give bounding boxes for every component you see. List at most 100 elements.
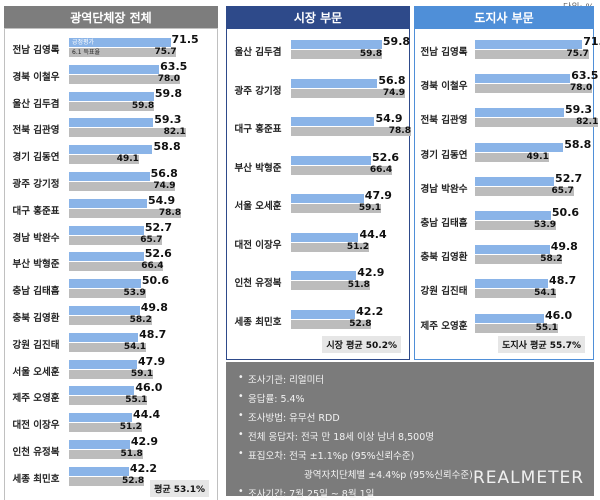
value-label-previous: 66.4 bbox=[141, 261, 164, 272]
value-label-previous: 58.2 bbox=[540, 254, 563, 265]
bar-row: 충북 김영환 49.8 58.2 bbox=[5, 301, 217, 331]
value-label-current: 56.8 bbox=[378, 73, 406, 87]
panel-mayor-chart: 울산 김두겸 59.8 59.8 광주 강기정 56.8 74.9 대구 홍준표 54.9 78… bbox=[226, 28, 411, 360]
bar-row: 세종 최민호 42.2 52.8 bbox=[227, 305, 409, 335]
value-label-current: 44.4 bbox=[359, 227, 387, 241]
note-line: • 조사기간: 7월 25일 ~ 8월 1일 bbox=[238, 486, 375, 500]
bar-current bbox=[69, 38, 171, 47]
value-label-current: 52.7 bbox=[144, 220, 172, 234]
bar-current bbox=[69, 440, 130, 449]
bar-current bbox=[69, 279, 141, 289]
bar-current bbox=[475, 245, 550, 255]
bar-current bbox=[69, 118, 154, 128]
value-label-previous: 82.1 bbox=[163, 127, 186, 138]
survey-notes: • 조사기관: 리얼미터 • 응답률: 5.4% • 조사방법: 유무선 RDD • 전… bbox=[226, 362, 594, 500]
category-label: 대전 이장우 bbox=[12, 420, 60, 432]
category-label: 인천 유정복 bbox=[12, 447, 60, 458]
value-label-current: 42.2 bbox=[129, 461, 158, 475]
bar-row: 대전 이장우 44.4 51.2 bbox=[5, 408, 217, 438]
bar-current bbox=[69, 466, 129, 476]
category-label: 경기 김동연 bbox=[420, 149, 468, 161]
bar-current bbox=[69, 145, 153, 155]
panel-all-governors: 광역단체장 전체 전남 김영록 긍정평가 6.1 득표율 71.5 75.7 경북 이철우… bbox=[4, 6, 218, 500]
value-label-current: 59.3 bbox=[564, 103, 593, 117]
bar-current bbox=[291, 40, 382, 49]
category-label: 울산 김두겸 bbox=[12, 98, 60, 110]
value-label-previous: 75.7 bbox=[566, 49, 589, 59]
note-line: • 조사방법: 유무선 RDD bbox=[238, 410, 340, 424]
category-label: 부산 박형준 bbox=[12, 259, 60, 271]
average-label: 시장 평균 50.2% bbox=[322, 336, 401, 353]
bar-row: 강원 김진태 48.7 54.1 bbox=[415, 274, 593, 304]
value-label-previous: 59.8 bbox=[359, 49, 383, 59]
value-label-previous: 53.9 bbox=[123, 288, 146, 299]
bar-row: 전북 김관영 59.3 82.1 bbox=[5, 113, 217, 143]
bar-row: 충북 김영환 49.8 58.2 bbox=[415, 240, 593, 270]
bar-previous bbox=[69, 450, 143, 459]
value-label-current: 52.7 bbox=[555, 171, 583, 185]
value-label-previous: 74.9 bbox=[382, 87, 406, 98]
value-label-previous: 51.2 bbox=[119, 422, 142, 433]
bar-previous bbox=[69, 423, 142, 433]
value-label-current: 52.6 bbox=[371, 150, 400, 164]
bar-previous bbox=[291, 88, 405, 98]
panel-mayors: 시장 부문 울산 김두겸 59.8 59.8 광주 강기정 56.8 74.9 대구 홍준표… bbox=[226, 6, 411, 360]
bar-row: 인천 유정복 42.9 51.8 bbox=[227, 266, 409, 296]
category-label: 충북 김영환 bbox=[12, 313, 60, 324]
bar-current bbox=[291, 271, 357, 280]
category-label: 광주 강기정 bbox=[12, 179, 60, 190]
value-label-current: 59.8 bbox=[382, 35, 411, 48]
value-label-previous: 78.8 bbox=[388, 126, 411, 136]
category-label: 인천 유정복 bbox=[234, 278, 282, 289]
bar-previous bbox=[291, 242, 369, 252]
bar-row: 경기 김동연 58.8 49.1 bbox=[415, 138, 593, 168]
value-label-previous: 49.1 bbox=[526, 151, 549, 162]
bar-row: 충남 김태흠 50.6 53.9 bbox=[415, 206, 593, 236]
bar-row: 전남 김영록 긍정평가 6.1 득표율 71.5 75.7 bbox=[5, 33, 217, 63]
value-label-current: 59.3 bbox=[154, 113, 182, 127]
bar-current bbox=[291, 232, 359, 242]
value-label-previous: 74.9 bbox=[153, 181, 176, 191]
bar-previous bbox=[69, 155, 139, 165]
average-label: 도지사 평균 55.7% bbox=[498, 336, 585, 353]
bar-previous bbox=[291, 50, 382, 59]
bar-previous bbox=[291, 165, 392, 175]
bar-previous bbox=[69, 74, 180, 84]
bar-previous bbox=[69, 476, 144, 486]
bar-current bbox=[291, 78, 378, 88]
bar-current bbox=[69, 252, 144, 262]
bar-previous bbox=[475, 152, 549, 162]
bar-previous bbox=[475, 50, 589, 59]
panel-title: 도지사 부문 bbox=[414, 6, 594, 28]
value-label-previous: 55.1 bbox=[535, 322, 558, 333]
bar-row: 울산 김두겸 59.8 59.8 bbox=[227, 35, 411, 65]
bar-row: 대구 홍준표 54.9 78.8 bbox=[5, 194, 217, 224]
bar-previous bbox=[291, 281, 370, 290]
bar-current bbox=[475, 74, 571, 84]
value-label-previous: 59.8 bbox=[131, 100, 155, 111]
value-label-current: 44.4 bbox=[133, 408, 161, 422]
category-label: 강원 김진태 bbox=[420, 286, 468, 298]
value-label-previous: 52.8 bbox=[121, 475, 145, 486]
value-label-previous: 51.8 bbox=[347, 280, 370, 290]
bar-current bbox=[291, 309, 356, 319]
bar-current bbox=[475, 313, 544, 323]
bar-current bbox=[475, 279, 549, 289]
value-label-previous: 59.1 bbox=[358, 203, 382, 213]
bar-row: 제주 오영훈 46.0 55.1 bbox=[415, 309, 593, 339]
bar-row: 대전 이장우 44.4 51.2 bbox=[227, 227, 409, 258]
value-label-previous: 51.8 bbox=[120, 449, 143, 459]
note-indent-line: 광역자치단체별 ±4.4%p (95%신뢰수준) bbox=[304, 470, 473, 481]
category-label: 광주 강기정 bbox=[234, 85, 282, 97]
bar-row: 경북 이철우 63.5 78.0 bbox=[5, 60, 217, 90]
value-label-previous: 58.2 bbox=[129, 315, 152, 325]
category-label: 울산 김두겸 bbox=[234, 47, 282, 58]
bar-row: 광주 강기정 56.8 74.9 bbox=[5, 167, 217, 197]
category-label: 세종 최민호 bbox=[12, 473, 60, 485]
bar-previous bbox=[69, 208, 181, 218]
value-label-current: 49.8 bbox=[550, 240, 578, 254]
value-label-previous: 54.1 bbox=[534, 288, 557, 299]
note-line: • 전체 응답자: 전국 만 18세 이상 남녀 8,500명 bbox=[238, 429, 434, 443]
value-label-current: 52.6 bbox=[144, 247, 172, 261]
bar-row: 전남 김영록 71.575.7 bbox=[415, 35, 600, 65]
